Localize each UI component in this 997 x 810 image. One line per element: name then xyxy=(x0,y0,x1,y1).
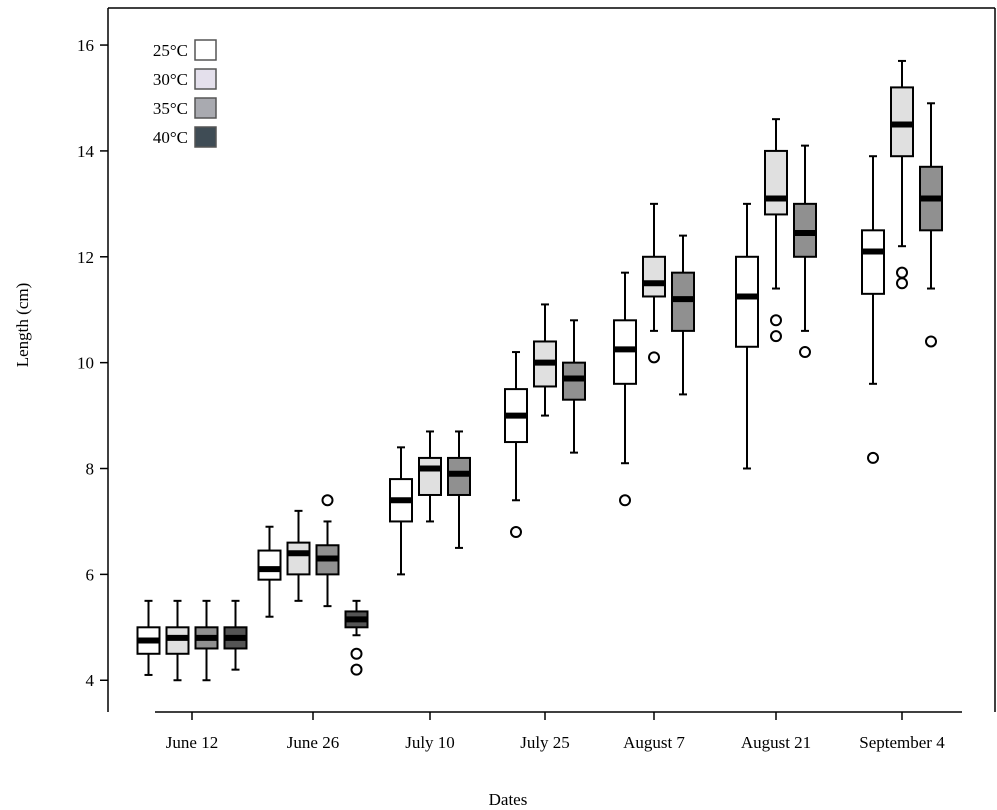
box-july-25-30 xyxy=(533,303,557,417)
iqr-box xyxy=(764,149,788,216)
box-july-25-35 xyxy=(562,319,586,454)
x-tick-label: July 10 xyxy=(405,733,455,752)
box-september-4-30 xyxy=(890,59,914,290)
y-tick-label: 8 xyxy=(86,460,95,479)
outlier-point xyxy=(619,494,631,507)
box-june-12-40 xyxy=(223,599,248,671)
outlier-point xyxy=(896,266,908,279)
box-june-26-25 xyxy=(257,525,282,618)
outlier-point xyxy=(510,526,522,539)
box-august-7-35 xyxy=(671,234,695,396)
outlier-point xyxy=(321,494,334,507)
iqr-box xyxy=(642,255,666,298)
box-july-10-30 xyxy=(418,430,442,523)
y-tick-label: 16 xyxy=(77,36,94,55)
box-august-7-25 xyxy=(613,271,637,507)
y-tick-label: 4 xyxy=(86,671,95,690)
outlier-point xyxy=(770,314,782,327)
legend: 25°C 30°C 35°C 40°C xyxy=(153,39,217,148)
x-tick-label: June 12 xyxy=(166,733,218,752)
iqr-box xyxy=(286,541,311,576)
outlier-point xyxy=(648,351,660,364)
y-axis-title: Length (cm) xyxy=(13,283,32,368)
y-tick-label: 12 xyxy=(77,248,94,267)
x-tick-label: June 26 xyxy=(287,733,339,752)
box-june-26-35 xyxy=(315,494,340,608)
outlier-point xyxy=(896,277,908,290)
iqr-box xyxy=(257,549,282,581)
x-tick-label: July 25 xyxy=(520,733,570,752)
legend-label: 25°C xyxy=(153,41,188,60)
legend-swatch xyxy=(194,97,217,119)
x-tick-label: August 7 xyxy=(623,733,685,752)
box-june-12-25 xyxy=(136,599,161,676)
box-july-10-25 xyxy=(389,446,413,576)
box-july-10-35 xyxy=(447,430,471,549)
outlier-point xyxy=(350,663,363,676)
box-july-25-25 xyxy=(504,351,528,539)
box-june-12-35 xyxy=(194,599,219,682)
plot-frame xyxy=(107,7,996,713)
legend-label: 30°C xyxy=(153,70,188,89)
box-september-4-35 xyxy=(919,102,943,348)
y-axis: 4 6 8 10 12 14 16 xyxy=(77,36,108,690)
boxes-layer xyxy=(136,59,943,682)
outlier-point xyxy=(770,330,782,343)
outlier-point xyxy=(799,346,811,359)
x-tick-label: August 21 xyxy=(741,733,811,752)
box-june-12-30 xyxy=(165,599,190,682)
legend-swatch xyxy=(194,39,217,61)
legend-swatch xyxy=(194,126,217,148)
box-august-21-35 xyxy=(793,144,817,359)
outlier-point xyxy=(350,647,363,660)
y-tick-label: 6 xyxy=(86,565,95,584)
iqr-box xyxy=(861,229,885,295)
outlier-point xyxy=(867,451,879,464)
x-axis-title: Dates xyxy=(489,790,528,809)
y-tick-label: 14 xyxy=(77,142,95,161)
x-axis: June 12 June 26 July 10 July 25 August 7 Augu… xyxy=(166,712,945,752)
box-june-26-40 xyxy=(344,599,369,676)
iqr-box xyxy=(735,255,759,348)
legend-label: 35°C xyxy=(153,99,188,118)
legend-swatch xyxy=(194,68,217,90)
box-september-4-25 xyxy=(861,155,885,464)
box-august-7-30 xyxy=(642,202,666,364)
box-august-21-25 xyxy=(735,202,759,470)
box-june-26-30 xyxy=(286,509,311,602)
box-august-21-30 xyxy=(764,118,788,343)
x-tick-label: September 4 xyxy=(859,733,945,752)
legend-label: 40°C xyxy=(153,128,188,147)
outlier-point xyxy=(925,335,937,348)
iqr-box xyxy=(418,456,442,496)
y-tick-label: 10 xyxy=(77,354,94,373)
